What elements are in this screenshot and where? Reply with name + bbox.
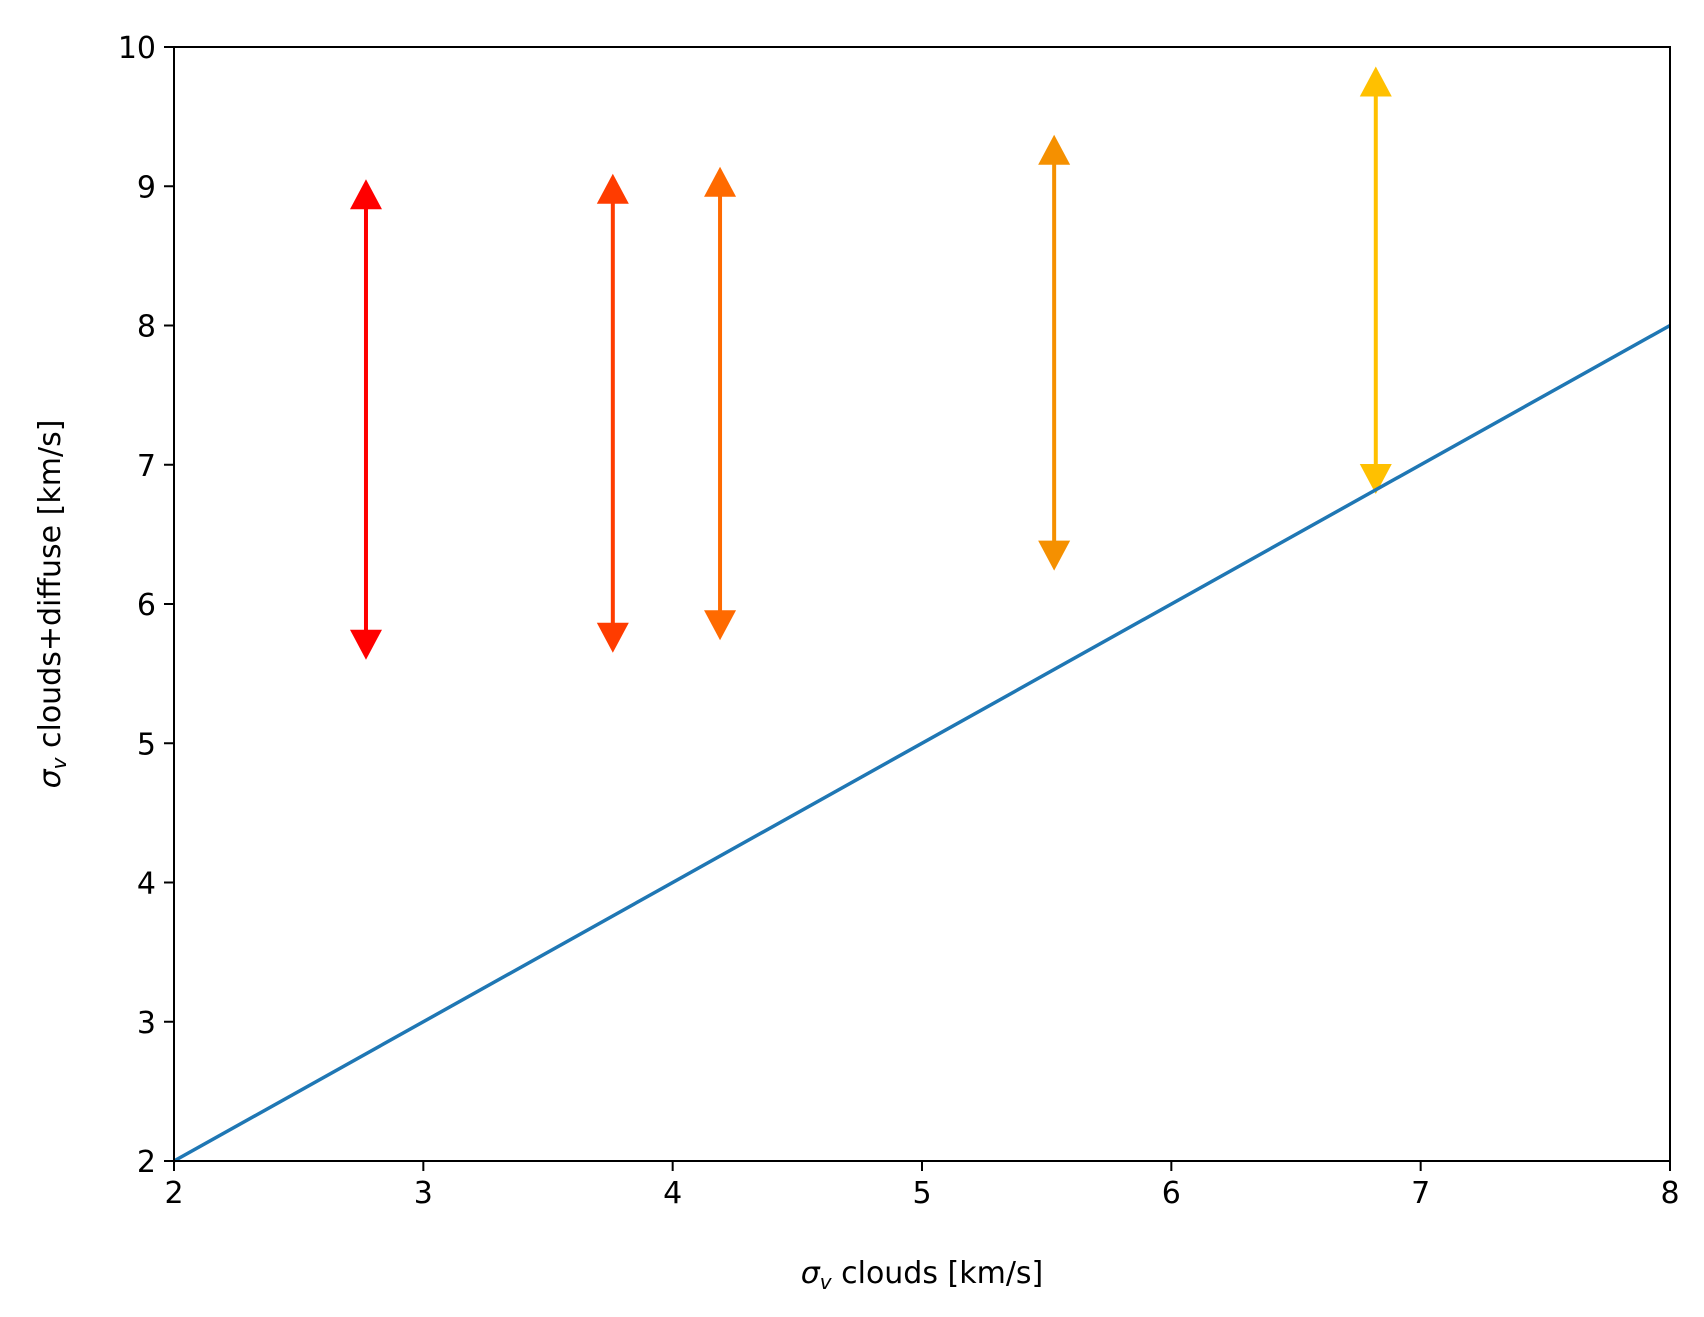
range-arrow-head-up [349, 179, 382, 210]
y-tick-label: 5 [137, 727, 156, 762]
x-axis: 2 3 4 5 6 7 8 [164, 1161, 1680, 1211]
x-tick-label: 5 [912, 1176, 931, 1211]
range-arrow-head-up [704, 166, 737, 197]
range-arrow-head-up [596, 173, 629, 204]
range-arrow-head-up [1359, 66, 1392, 97]
x-axis-label-symbol: σ [801, 1256, 821, 1291]
y-axis-label-symbol: σ [33, 768, 68, 788]
range-arrows [349, 66, 1392, 660]
x-axis-label: σv clouds [km/s] [801, 1256, 1044, 1294]
y-tick-label: 6 [137, 588, 156, 623]
y-axis: 2 3 4 5 6 7 8 9 10 [118, 31, 174, 1180]
axes-frame [173, 46, 1671, 1162]
range-arrow [1038, 134, 1071, 571]
y-tick-label: 10 [118, 31, 156, 66]
y-axis-label-subscript: v [47, 756, 71, 769]
y-tick-label: 2 [137, 1145, 156, 1180]
range-arrow [1359, 66, 1392, 494]
range-arrow [349, 179, 382, 660]
series-line [173, 323, 1671, 1163]
x-tick-label: 3 [414, 1176, 433, 1211]
x-tick-label: 8 [1660, 1176, 1679, 1211]
x-tick-label: 2 [164, 1176, 183, 1211]
series-layer [173, 323, 1671, 1163]
range-arrow-head-down [596, 622, 629, 653]
range-arrow [704, 166, 737, 641]
y-tick-label: 8 [137, 310, 156, 345]
range-arrow-head-down [704, 610, 737, 641]
x-tick-label: 6 [1162, 1176, 1181, 1211]
y-tick-label: 9 [137, 170, 156, 205]
range-arrow-head-down [1038, 540, 1071, 571]
x-axis-label-text: clouds [km/s] [832, 1256, 1044, 1291]
range-arrow-head-down [349, 629, 382, 660]
range-arrow [596, 173, 629, 653]
range-arrow-head-up [1038, 134, 1071, 165]
y-axis-label-text: clouds+diffuse [km/s] [33, 420, 68, 758]
x-tick-label: 7 [1411, 1176, 1430, 1211]
y-axis-label: σv clouds+diffuse [km/s] [33, 420, 71, 789]
y-tick-label: 4 [137, 867, 156, 902]
range-arrow-head-down [1359, 463, 1392, 494]
y-tick-label: 7 [137, 449, 156, 484]
x-tick-label: 4 [663, 1176, 682, 1211]
y-tick-label: 3 [137, 1006, 156, 1041]
x-axis-label-subscript: v [820, 1270, 833, 1294]
